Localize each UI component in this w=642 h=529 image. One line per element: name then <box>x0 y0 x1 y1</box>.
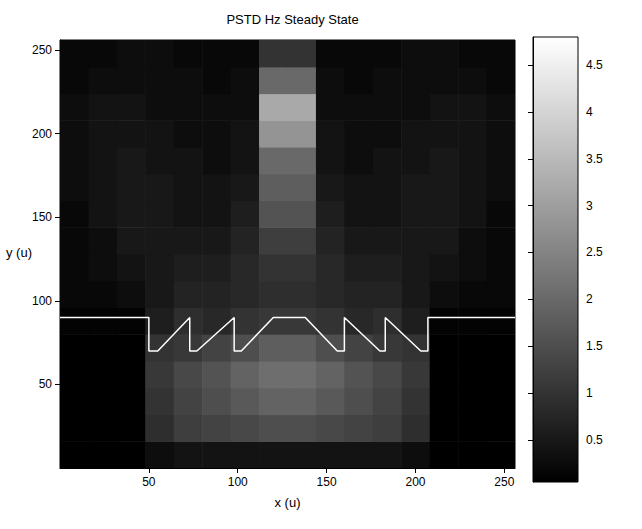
svg-text:250: 250 <box>494 475 514 489</box>
svg-text:y (u): y (u) <box>6 245 32 260</box>
svg-text:200: 200 <box>32 127 52 141</box>
svg-text:4: 4 <box>586 105 593 119</box>
svg-text:PSTD Hz Steady State: PSTD Hz Steady State <box>226 12 358 27</box>
svg-text:0.5: 0.5 <box>586 433 603 447</box>
svg-text:50: 50 <box>39 377 53 391</box>
svg-text:2: 2 <box>586 292 593 306</box>
svg-text:1.5: 1.5 <box>586 339 603 353</box>
svg-text:3: 3 <box>586 199 593 213</box>
svg-text:150: 150 <box>32 210 52 224</box>
svg-text:4.5: 4.5 <box>586 58 603 72</box>
svg-text:50: 50 <box>142 475 156 489</box>
svg-text:x (u): x (u) <box>275 495 301 510</box>
svg-text:1: 1 <box>586 386 593 400</box>
svg-text:100: 100 <box>32 294 52 308</box>
svg-text:200: 200 <box>405 475 425 489</box>
svg-text:250: 250 <box>32 43 52 57</box>
svg-text:100: 100 <box>228 475 248 489</box>
svg-text:150: 150 <box>317 475 337 489</box>
svg-text:2.5: 2.5 <box>586 245 603 259</box>
svg-text:3.5: 3.5 <box>586 152 603 166</box>
